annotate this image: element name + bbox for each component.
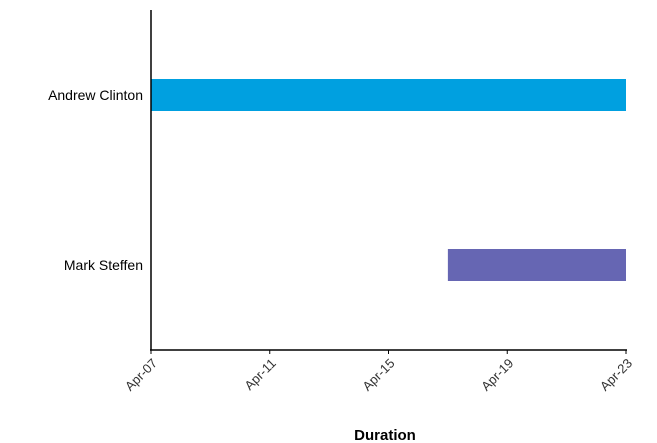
bars-layer — [151, 79, 626, 281]
category-labels: Andrew Clinton Mark Steffen — [48, 87, 143, 273]
x-tick-label: Apr-19 — [478, 356, 516, 394]
x-tick-labels: Apr-07 Apr-11 Apr-15 Apr-19 Apr-23 — [122, 350, 635, 394]
x-axis-title: Duration — [354, 427, 416, 443]
x-tick-label: Apr-23 — [597, 356, 635, 394]
bar-mark-steffen — [447, 249, 626, 281]
category-label-mark-steffen: Mark Steffen — [64, 257, 143, 273]
x-tick-label: Apr-07 — [122, 356, 160, 394]
x-tick-label: Apr-11 — [241, 356, 279, 394]
category-label-andrew-clinton: Andrew Clinton — [48, 87, 143, 103]
x-tick-label: Apr-15 — [359, 356, 397, 394]
bar-andrew-clinton — [151, 79, 626, 111]
